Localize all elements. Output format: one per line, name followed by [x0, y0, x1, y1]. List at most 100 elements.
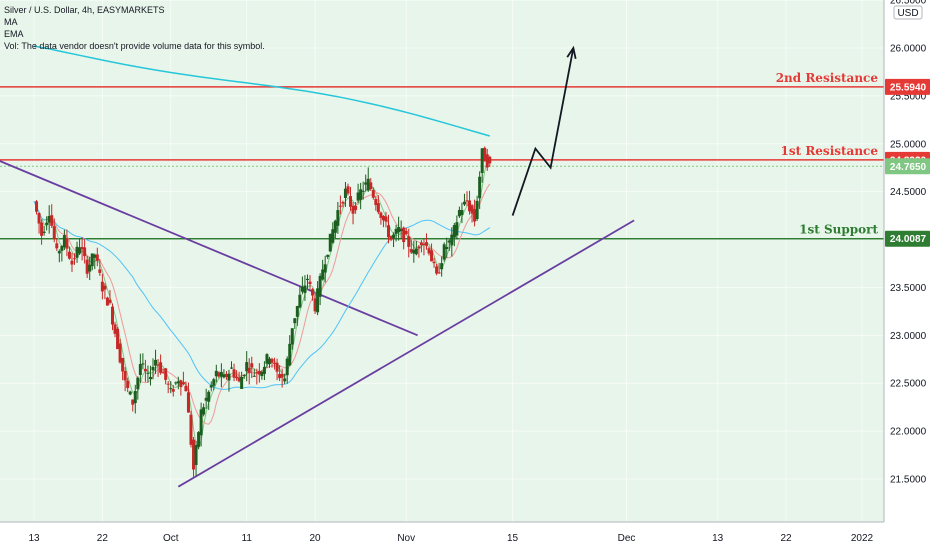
price-tick-label: 22.0000: [890, 427, 927, 438]
candle-body: [478, 176, 482, 199]
candle-body: [470, 205, 474, 214]
candle-body: [359, 189, 363, 200]
candle-body: [485, 154, 489, 168]
candle-body: [113, 324, 117, 334]
candle-body: [371, 190, 375, 198]
indicator-ema[interactable]: EMA: [4, 29, 24, 39]
candle-body: [285, 358, 289, 376]
price-tick-label: 23.5000: [890, 283, 927, 294]
candle-body: [57, 251, 61, 254]
candle-body: [138, 364, 142, 375]
candle-body: [212, 379, 216, 386]
candle-body: [227, 373, 231, 381]
time-tick-label: 11: [242, 533, 253, 544]
candle-body: [83, 247, 87, 257]
price-tag-2nd-resistance: 25.5940: [890, 82, 927, 93]
candle-body: [338, 205, 342, 207]
candle-body: [318, 275, 322, 297]
candle-body: [290, 328, 294, 345]
price-tag-1st-support-bg: [885, 230, 930, 247]
grid-layer: [0, 0, 884, 522]
time-tick-label: 22: [780, 533, 792, 544]
candle-body: [414, 248, 418, 255]
candle-body: [93, 254, 97, 258]
candle-body: [154, 359, 158, 366]
candle-body: [179, 380, 183, 388]
candle-body: [121, 357, 125, 372]
candle-body: [35, 201, 39, 212]
candle-body: [252, 375, 256, 377]
candle-body: [417, 246, 421, 249]
price-tick-label: 24.5000: [890, 187, 927, 198]
time-axis-background: [0, 522, 932, 550]
candle-body: [232, 369, 236, 378]
forecast-arrow: [511, 47, 575, 216]
candle-body: [435, 266, 439, 274]
level-label-2nd-resistance: 2nd Resistance: [776, 71, 879, 85]
time-tick-label: 13: [28, 533, 40, 544]
candle-body: [402, 227, 406, 243]
candle-body: [326, 254, 330, 257]
candle-body: [404, 230, 408, 234]
candle-body: [199, 409, 203, 436]
candle-body: [328, 233, 332, 252]
candle-body: [103, 285, 107, 290]
candle-body: [192, 439, 196, 470]
candle-body: [78, 247, 82, 254]
time-axis: 13 22 Oct 11 20 Nov 15 Dec 13 22 2022: [0, 521, 932, 550]
candle-body: [55, 243, 59, 249]
price-tick-label: 23.0000: [890, 331, 927, 342]
candle-body: [202, 407, 206, 415]
candle-body: [283, 378, 287, 382]
ma200-line: [33, 45, 491, 137]
candle-body: [480, 148, 484, 174]
candle-body: [384, 216, 388, 222]
candle-body: [237, 377, 241, 382]
candle-body: [126, 380, 130, 389]
candle-body: [50, 215, 54, 226]
candle-body: [313, 298, 317, 312]
candle-body: [222, 374, 226, 378]
candle-body: [42, 231, 46, 233]
candle-body: [475, 200, 479, 219]
candle-body: [389, 236, 393, 240]
candle-body: [267, 358, 271, 365]
candle-body: [62, 235, 66, 248]
candle-body: [148, 376, 152, 380]
candle-body: [323, 264, 327, 273]
candle-body: [311, 289, 315, 296]
candle-body: [460, 209, 464, 215]
candle-body: [70, 260, 74, 265]
candle-body: [280, 373, 284, 378]
candle-body: [273, 363, 277, 365]
candle-body: [131, 399, 135, 405]
candle-body: [394, 228, 398, 234]
candle-body: [250, 363, 254, 368]
price-tick-label: 26.5000: [890, 0, 927, 7]
candle-body: [407, 236, 411, 247]
candle-body: [224, 373, 228, 378]
candle-body: [133, 391, 137, 404]
price-tick-label: 22.5000: [890, 379, 927, 390]
candle-body: [156, 364, 160, 366]
candle-body: [110, 306, 114, 325]
candle-body: [440, 263, 444, 270]
candle-body: [146, 372, 150, 374]
candle-body: [255, 372, 259, 374]
indicator-ma[interactable]: MA: [4, 17, 18, 27]
level-label-1st-support: 1st Support: [799, 223, 878, 237]
candle-body: [430, 250, 434, 262]
time-tick-label: 13: [712, 533, 724, 544]
symbol-title[interactable]: Silver / U.S. Dollar, 4h, EASYMARKETS: [4, 5, 165, 15]
candle-body: [468, 200, 472, 212]
time-tick-label: Oct: [163, 533, 179, 544]
currency-badge[interactable]: [893, 5, 923, 20]
candle-body: [73, 258, 77, 260]
candle-body: [219, 371, 223, 377]
candle-body: [207, 391, 211, 402]
candle-body: [217, 372, 221, 377]
candle-body: [40, 222, 44, 236]
candle-body: [364, 182, 368, 185]
